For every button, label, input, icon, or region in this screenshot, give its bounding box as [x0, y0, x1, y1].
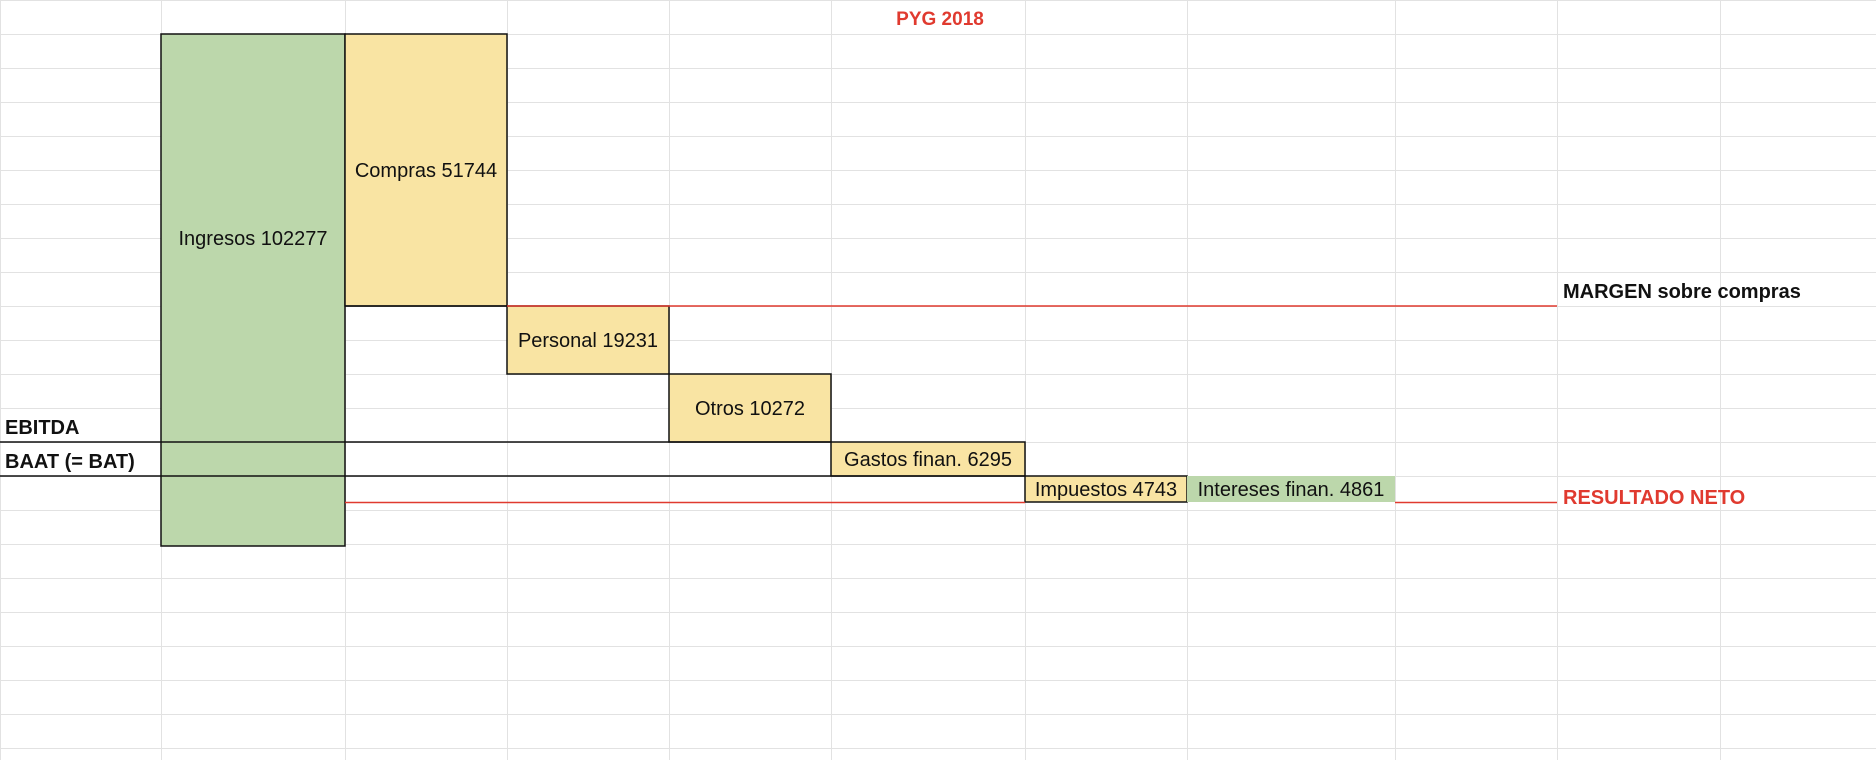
bar-compras-51744: [344, 33, 508, 307]
level-label-margen-sobre-compras: MARGEN sobre compras: [1563, 281, 1801, 303]
bar-label-personal-19231: Personal 19231: [518, 330, 658, 352]
level-lines: [0, 305, 1557, 504]
bar-ingresos-102277: [160, 33, 346, 547]
bar-labels: Ingresos 102277 Compras 51744 Personal 192…: [5, 160, 1801, 509]
bar-label-impuestos-4743: Impuestos 4743: [1035, 479, 1177, 501]
level-label-resultado-neto: RESULTADO NETO: [1563, 487, 1745, 509]
bar-label-otros-10272: Otros 10272: [695, 398, 805, 420]
bar-label-compras-51744: Compras 51744: [355, 160, 497, 182]
level-label-ebitda: EBITDA: [5, 417, 79, 439]
bar-label-intereses-finan-4861: Intereses finan. 4861: [1198, 479, 1385, 501]
bar-impuestos-4743: [1024, 475, 1188, 503]
chart-title: PYG 2018: [896, 9, 984, 30]
bar-intereses-finan-4861: [1187, 476, 1395, 502]
level-label-baat-bat: BAAT (= BAT): [5, 451, 135, 473]
bar-gastos-finan-6295: [830, 441, 1026, 477]
waterfall-bars: [160, 33, 1395, 547]
bar-label-ingresos-102277: Ingresos 102277: [178, 228, 327, 250]
bar-personal-19231: [506, 305, 670, 375]
bar-label-gastos-finan-6295: Gastos finan. 6295: [844, 449, 1012, 471]
